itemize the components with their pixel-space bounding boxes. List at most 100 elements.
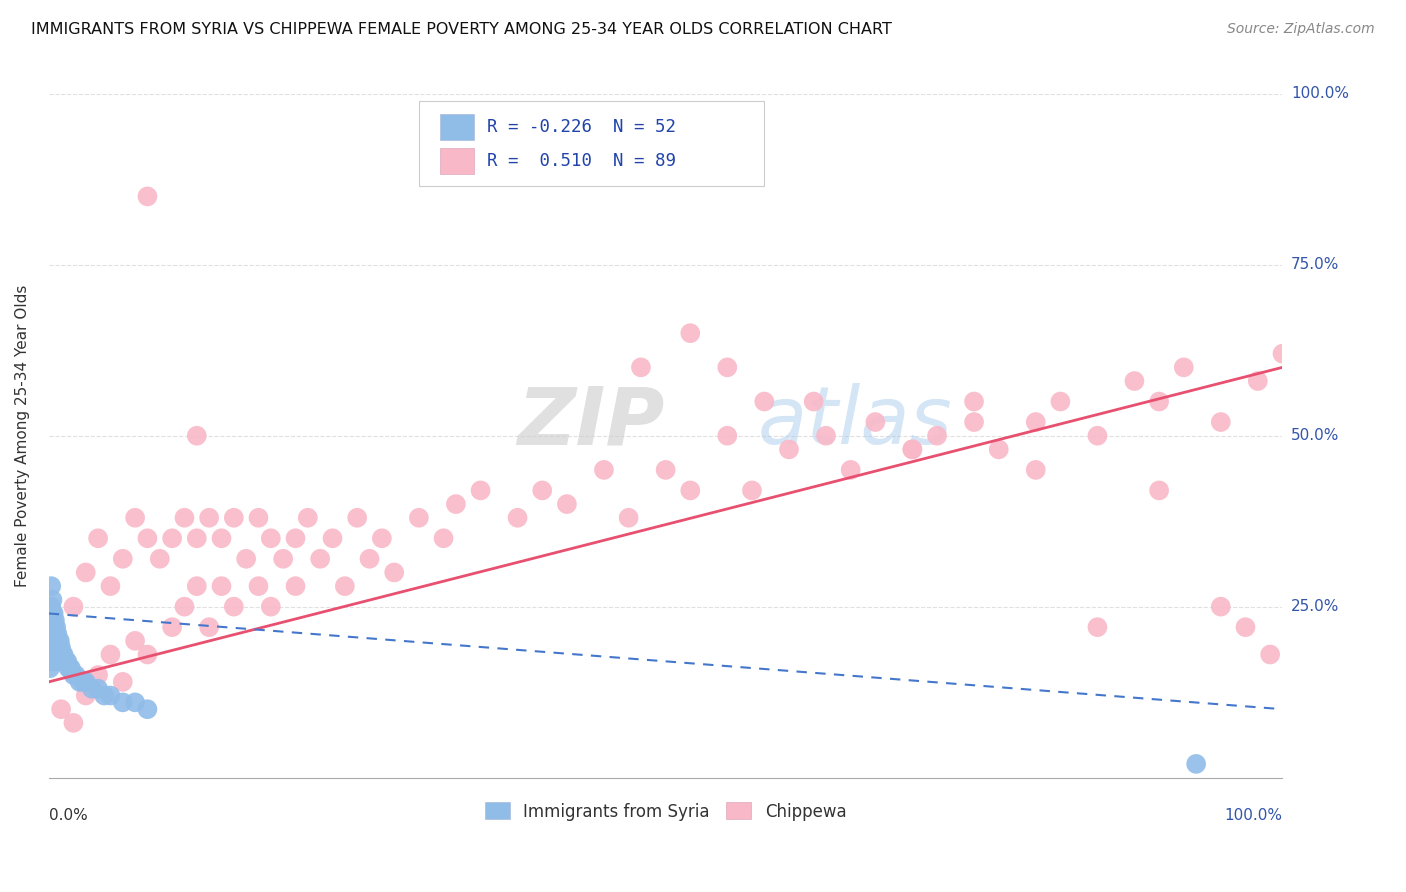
Point — [49, 654, 72, 668]
Point — [44, 648, 66, 662]
Point — [679, 326, 702, 340]
Text: Source: ZipAtlas.com: Source: ZipAtlas.com — [1227, 22, 1375, 37]
Point — [741, 483, 763, 498]
Point — [901, 442, 924, 457]
Text: R =  0.510  N = 89: R = 0.510 N = 89 — [486, 152, 676, 169]
Point — [111, 674, 134, 689]
Point — [754, 394, 776, 409]
FancyBboxPatch shape — [440, 113, 474, 140]
Point — [247, 579, 270, 593]
Point — [62, 599, 84, 614]
Point — [46, 640, 69, 655]
FancyBboxPatch shape — [440, 148, 474, 174]
Point — [59, 661, 82, 675]
Text: 100.0%: 100.0% — [1225, 808, 1282, 823]
Point — [39, 654, 62, 668]
Point — [51, 648, 73, 662]
Point — [1271, 346, 1294, 360]
Point — [39, 648, 62, 662]
Point — [72, 674, 94, 689]
Point — [111, 695, 134, 709]
Point — [69, 674, 91, 689]
Point — [630, 360, 652, 375]
Point — [39, 620, 62, 634]
Point — [1123, 374, 1146, 388]
Point — [44, 627, 66, 641]
Point — [593, 463, 616, 477]
Point — [506, 510, 529, 524]
FancyBboxPatch shape — [419, 101, 765, 186]
Point — [124, 695, 146, 709]
Text: 0.0%: 0.0% — [49, 808, 87, 823]
Point — [987, 442, 1010, 457]
Point — [124, 633, 146, 648]
Point — [1087, 428, 1109, 442]
Point — [359, 551, 381, 566]
Point — [284, 531, 307, 545]
Point — [408, 510, 430, 524]
Point — [247, 510, 270, 524]
Point — [59, 661, 82, 675]
Point — [39, 579, 62, 593]
Point — [173, 510, 195, 524]
Point — [865, 415, 887, 429]
Point — [1025, 415, 1047, 429]
Point — [470, 483, 492, 498]
Point — [87, 668, 110, 682]
Point — [1147, 394, 1170, 409]
Point — [211, 531, 233, 545]
Point — [1209, 599, 1232, 614]
Text: IMMIGRANTS FROM SYRIA VS CHIPPEWA FEMALE POVERTY AMONG 25-34 YEAR OLDS CORRELATI: IMMIGRANTS FROM SYRIA VS CHIPPEWA FEMALE… — [31, 22, 891, 37]
Legend: Immigrants from Syria, Chippewa: Immigrants from Syria, Chippewa — [485, 802, 846, 821]
Point — [432, 531, 454, 545]
Point — [346, 510, 368, 524]
Point — [41, 640, 63, 655]
Text: 25.0%: 25.0% — [1291, 599, 1339, 615]
Point — [75, 566, 97, 580]
Point — [925, 428, 948, 442]
Point — [75, 689, 97, 703]
Point — [1173, 360, 1195, 375]
Point — [42, 620, 65, 634]
Point — [1025, 463, 1047, 477]
Point — [186, 428, 208, 442]
Point — [45, 620, 67, 634]
Point — [1247, 374, 1270, 388]
Point — [87, 681, 110, 696]
Point — [198, 620, 221, 634]
Point — [186, 579, 208, 593]
Point — [716, 360, 738, 375]
Point — [260, 531, 283, 545]
Point — [1147, 483, 1170, 498]
Point — [716, 428, 738, 442]
Point — [42, 633, 65, 648]
Point — [371, 531, 394, 545]
Point — [1209, 415, 1232, 429]
Text: atlas: atlas — [758, 383, 953, 461]
Point — [45, 633, 67, 648]
Point — [160, 620, 183, 634]
Point — [803, 394, 825, 409]
Point — [617, 510, 640, 524]
Point — [100, 648, 122, 662]
Point — [149, 551, 172, 566]
Point — [814, 428, 837, 442]
Point — [48, 648, 70, 662]
Point — [48, 633, 70, 648]
Point — [42, 607, 65, 621]
Point — [222, 599, 245, 614]
Text: 100.0%: 100.0% — [1291, 87, 1348, 102]
Point — [56, 654, 79, 668]
Point — [160, 531, 183, 545]
Point — [39, 633, 62, 648]
Point — [778, 442, 800, 457]
Point — [173, 599, 195, 614]
Point — [901, 442, 924, 457]
Point — [39, 633, 62, 648]
Point — [963, 415, 986, 429]
Point — [44, 613, 66, 627]
Text: ZIP: ZIP — [517, 383, 665, 461]
Text: 75.0%: 75.0% — [1291, 257, 1339, 272]
Point — [100, 579, 122, 593]
Point — [39, 620, 62, 634]
